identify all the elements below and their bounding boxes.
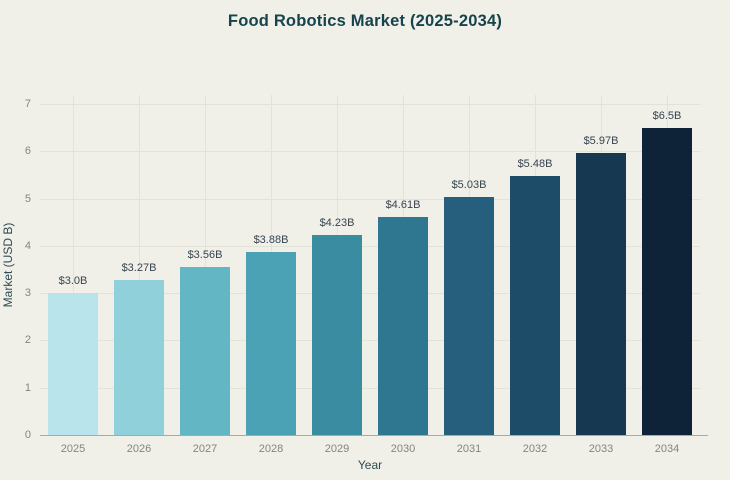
- y-axis-title: Market (USD B): [1, 222, 15, 308]
- bar-2025: [48, 293, 98, 435]
- y-tick-label: 7: [24, 98, 31, 110]
- v-gridline: [205, 95, 206, 435]
- h-gridline: [40, 198, 700, 200]
- x-tick-label: 2027: [192, 443, 218, 455]
- x-tick-label: 2034: [654, 443, 680, 455]
- bar-2029: [312, 234, 362, 435]
- bar-value-label: $3.0B: [58, 275, 88, 288]
- bar-value-label: $3.27B: [121, 262, 157, 275]
- bar-value-label: $3.88B: [253, 233, 289, 246]
- bar-value-label: $5.97B: [583, 134, 619, 147]
- y-tick-label: 1: [24, 381, 31, 394]
- x-tick-label: 2030: [390, 443, 416, 455]
- bar-2032: [510, 175, 560, 435]
- v-gridline: [73, 95, 74, 435]
- h-gridline: [40, 340, 700, 342]
- plot-area: 0 1 2 3 4 5 6 7 $3.0B 2025 $3.27B 2026 $3.56B 2027 $3.…: [25, 95, 708, 455]
- bar-value-label: $4.23B: [319, 216, 355, 229]
- y-tick-label: 4: [24, 239, 31, 252]
- bar-value-label: $4.61B: [385, 199, 421, 211]
- bar-2034: [642, 127, 692, 435]
- x-tick-label: 2032: [522, 443, 548, 455]
- h-gridline: [40, 293, 700, 295]
- chart-title: Food Robotics Market (2025-2034): [227, 12, 503, 30]
- bar-2031: [444, 197, 494, 435]
- h-gridline: [40, 387, 700, 389]
- y-tick-label: 2: [24, 334, 31, 347]
- bar-value-label: $5.48B: [517, 157, 553, 170]
- bar-2026: [114, 280, 164, 435]
- h-gridline: [40, 151, 700, 153]
- bar-value-label: $6.5B: [652, 109, 682, 122]
- bar-2030: [378, 217, 428, 435]
- bar-2033: [576, 152, 626, 435]
- v-gridline: [139, 95, 140, 435]
- y-tick-label: 6: [24, 145, 31, 158]
- x-tick-label: 2031: [456, 443, 482, 455]
- h-gridline: [40, 104, 700, 105]
- bar-value-label: $5.03B: [451, 179, 487, 192]
- y-tick-label: 0: [24, 429, 31, 441]
- bar-value-label: $3.56B: [187, 248, 223, 261]
- x-tick-label: 2028: [258, 443, 284, 455]
- x-axis-title: Year: [357, 458, 383, 472]
- y-tick-label: 5: [24, 192, 31, 205]
- bar-2027: [180, 266, 230, 435]
- x-tick-label: 2025: [60, 443, 86, 455]
- x-tick-label: 2026: [126, 443, 152, 455]
- y-tick-label: 3: [24, 287, 31, 300]
- x-tick-label: 2029: [324, 443, 350, 455]
- x-axis-line: [40, 435, 708, 436]
- h-gridline: [40, 245, 700, 247]
- x-tick-label: 2033: [588, 443, 614, 455]
- bar-2028: [246, 251, 296, 435]
